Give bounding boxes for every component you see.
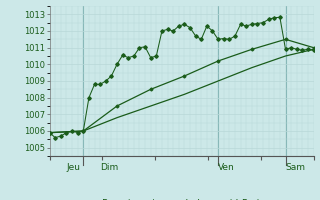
Text: Ven: Ven	[218, 164, 235, 172]
Text: Pression niveau de la mer( hPa ): Pression niveau de la mer( hPa )	[102, 198, 261, 200]
Text: Sam: Sam	[285, 164, 306, 172]
Text: Dim: Dim	[100, 164, 118, 172]
Text: Jeu: Jeu	[67, 164, 80, 172]
